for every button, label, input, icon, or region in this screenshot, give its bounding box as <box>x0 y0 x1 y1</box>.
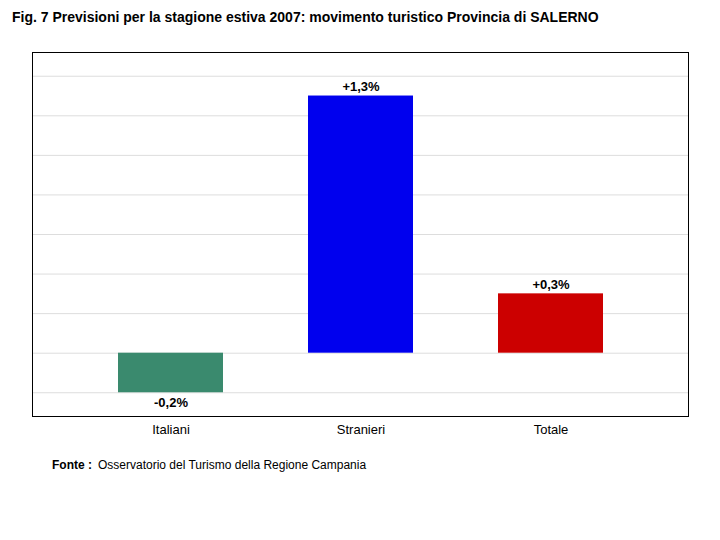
html-text:Osservatorio del Turismo della: Osservatorio del Turismo della Regione C… <box>98 458 367 473</box>
html-text:Fonte :: Fonte : <box>52 458 92 473</box>
svg-text:+1,3%: +1,3% <box>342 79 380 94</box>
svg-text:Stranieri: Stranieri <box>337 422 386 437</box>
svg-text:-0,2%: -0,2% <box>154 395 188 410</box>
svg-text:+0,3%: +0,3% <box>532 277 570 292</box>
html-text:Fig. 7 Previsioni per la stagi: Fig. 7 Previsioni per la stagione estiva… <box>12 9 599 25</box>
svg-text:Totale: Totale <box>534 422 569 437</box>
svg-text:Italiani: Italiani <box>152 422 190 437</box>
